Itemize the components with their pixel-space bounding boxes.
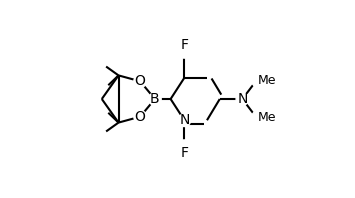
Circle shape [178, 114, 191, 127]
Text: N: N [179, 113, 190, 127]
Circle shape [178, 46, 191, 58]
Circle shape [236, 93, 248, 105]
Circle shape [252, 111, 264, 123]
Circle shape [252, 75, 264, 87]
Circle shape [134, 110, 146, 123]
Circle shape [134, 75, 146, 88]
Text: F: F [180, 146, 189, 160]
Text: F: F [180, 38, 189, 52]
Circle shape [149, 93, 161, 105]
Text: B: B [150, 92, 160, 106]
Text: O: O [135, 110, 146, 124]
Text: O: O [135, 74, 146, 88]
Text: N: N [237, 92, 247, 106]
Circle shape [178, 140, 191, 152]
Text: Me: Me [258, 111, 277, 124]
Text: Me: Me [258, 74, 277, 87]
